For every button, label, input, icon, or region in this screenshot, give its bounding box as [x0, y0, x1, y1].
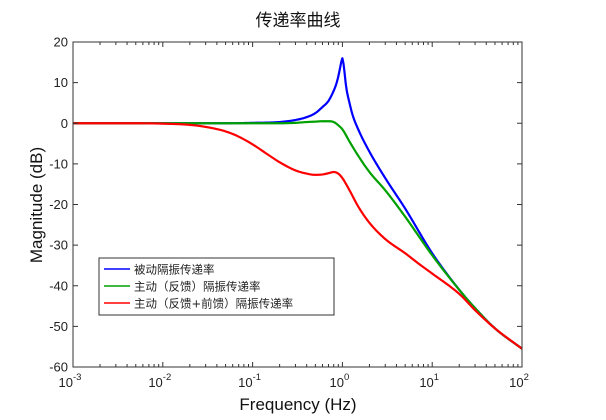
series-layer — [73, 57, 523, 350]
legend-box — [98, 257, 335, 316]
y-tick-label: -40 — [49, 278, 68, 293]
plot-area — [73, 42, 522, 367]
legend-label-2: 主动（反馈+前馈）隔振传递率 — [134, 297, 293, 311]
x-tick-label: 101 — [419, 372, 439, 390]
y-tick-label: -10 — [49, 156, 68, 171]
x-tick-label: 10-3 — [59, 372, 82, 390]
chart-title: 传递率曲线 — [256, 11, 341, 31]
legend-label-1: 主动（反馈）隔振传递率 — [134, 280, 261, 294]
y-tick-label: -20 — [49, 197, 68, 212]
y-tick-label: -30 — [49, 238, 68, 253]
x-axis-title: Frequency (Hz) — [239, 395, 356, 414]
y-tick-label: 0 — [61, 116, 68, 131]
legend-label-0: 被动隔振传递率 — [134, 263, 215, 277]
x-tick-label: 10-2 — [148, 372, 171, 390]
y-tick-label: -50 — [49, 319, 68, 334]
x-tick-label: 100 — [330, 372, 350, 390]
y-tick-label: 10 — [54, 75, 68, 90]
x-tick-label: 10-1 — [238, 372, 261, 390]
y-axis-title: Magnitude (dB) — [27, 147, 46, 263]
y-tick-label: 20 — [54, 35, 68, 50]
y-tick-label: -60 — [49, 360, 68, 375]
x-tick-label: 102 — [509, 372, 529, 390]
series-line-2 — [73, 122, 523, 350]
